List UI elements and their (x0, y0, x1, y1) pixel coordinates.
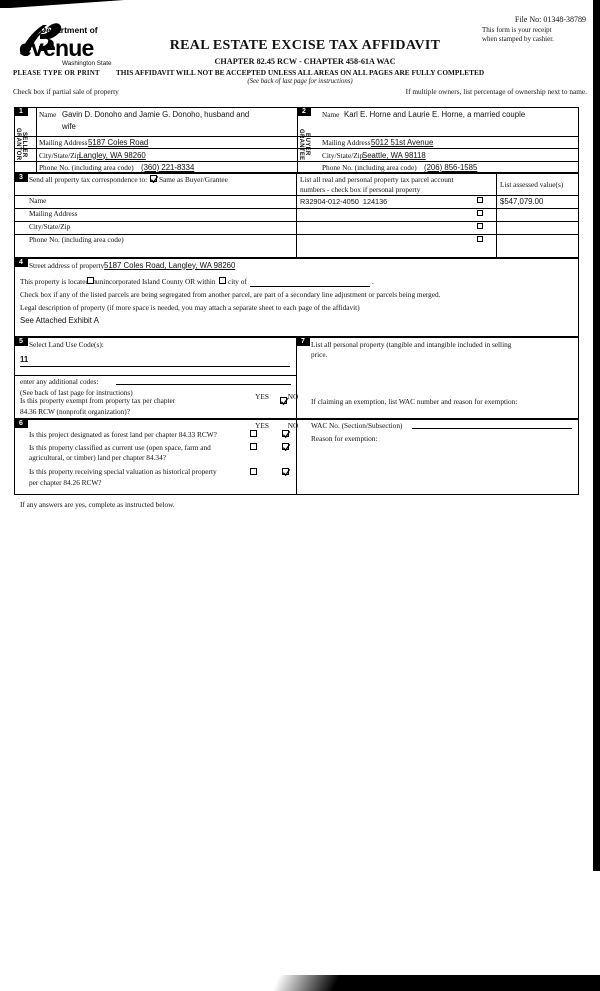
svg-text:Department of: Department of (40, 25, 98, 35)
svg-text:evenue: evenue (19, 35, 93, 61)
